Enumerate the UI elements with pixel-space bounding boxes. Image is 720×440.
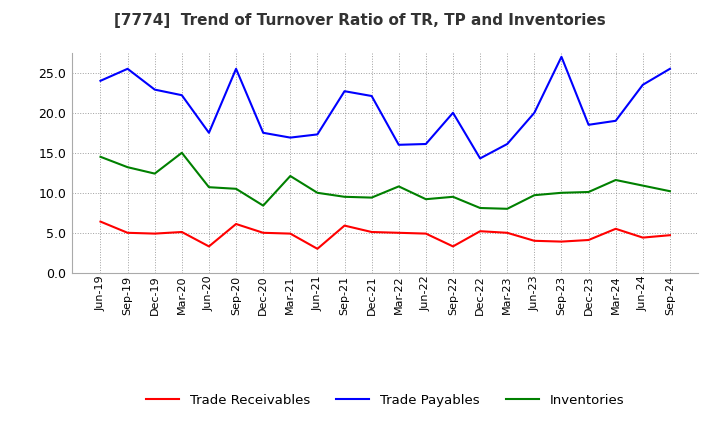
- Trade Receivables: [665, 233, 674, 238]
- Trade Receivables: [96, 219, 105, 224]
- Line: Trade Receivables: Trade Receivables: [101, 222, 670, 249]
- Trade Receivables: [123, 230, 132, 235]
- Trade Receivables: [449, 244, 457, 249]
- Trade Receivables: [150, 231, 159, 236]
- Trade Payables: [286, 135, 294, 140]
- Trade Receivables: [204, 244, 213, 249]
- Trade Payables: [557, 54, 566, 59]
- Trade Receivables: [557, 239, 566, 244]
- Line: Inventories: Inventories: [101, 153, 670, 209]
- Trade Payables: [150, 87, 159, 92]
- Trade Receivables: [611, 226, 620, 231]
- Inventories: [313, 190, 322, 195]
- Text: [7774]  Trend of Turnover Ratio of TR, TP and Inventories: [7774] Trend of Turnover Ratio of TR, TP…: [114, 13, 606, 28]
- Trade Payables: [313, 132, 322, 137]
- Trade Payables: [530, 110, 539, 115]
- Trade Payables: [96, 78, 105, 84]
- Trade Payables: [611, 118, 620, 124]
- Trade Payables: [259, 130, 268, 136]
- Trade Payables: [123, 66, 132, 71]
- Inventories: [150, 171, 159, 176]
- Trade Payables: [665, 66, 674, 71]
- Trade Receivables: [530, 238, 539, 243]
- Trade Receivables: [476, 228, 485, 234]
- Inventories: [123, 165, 132, 170]
- Trade Receivables: [367, 229, 376, 235]
- Inventories: [665, 189, 674, 194]
- Trade Receivables: [259, 230, 268, 235]
- Inventories: [367, 195, 376, 200]
- Inventories: [530, 193, 539, 198]
- Inventories: [259, 203, 268, 208]
- Inventories: [639, 183, 647, 188]
- Trade Payables: [476, 156, 485, 161]
- Legend: Trade Receivables, Trade Payables, Inventories: Trade Receivables, Trade Payables, Inven…: [146, 394, 624, 407]
- Trade Payables: [639, 82, 647, 88]
- Inventories: [286, 173, 294, 179]
- Inventories: [204, 184, 213, 190]
- Trade Receivables: [395, 230, 403, 235]
- Trade Payables: [178, 92, 186, 98]
- Trade Payables: [232, 66, 240, 71]
- Trade Receivables: [286, 231, 294, 236]
- Inventories: [421, 197, 430, 202]
- Inventories: [503, 206, 511, 212]
- Trade Receivables: [503, 230, 511, 235]
- Trade Receivables: [341, 223, 349, 228]
- Trade Payables: [449, 110, 457, 115]
- Trade Receivables: [421, 231, 430, 236]
- Inventories: [557, 190, 566, 195]
- Inventories: [96, 154, 105, 159]
- Inventories: [341, 194, 349, 199]
- Trade Payables: [341, 88, 349, 94]
- Trade Payables: [421, 141, 430, 147]
- Inventories: [178, 150, 186, 155]
- Inventories: [232, 186, 240, 191]
- Line: Trade Payables: Trade Payables: [101, 57, 670, 158]
- Inventories: [449, 194, 457, 199]
- Trade Payables: [584, 122, 593, 128]
- Trade Receivables: [584, 237, 593, 242]
- Inventories: [395, 184, 403, 189]
- Trade Receivables: [639, 235, 647, 240]
- Trade Receivables: [178, 229, 186, 235]
- Trade Payables: [395, 142, 403, 147]
- Trade Payables: [503, 141, 511, 147]
- Trade Payables: [367, 93, 376, 99]
- Trade Payables: [204, 130, 213, 136]
- Trade Receivables: [232, 221, 240, 227]
- Trade Receivables: [313, 246, 322, 251]
- Inventories: [476, 205, 485, 211]
- Inventories: [584, 189, 593, 194]
- Inventories: [611, 177, 620, 183]
